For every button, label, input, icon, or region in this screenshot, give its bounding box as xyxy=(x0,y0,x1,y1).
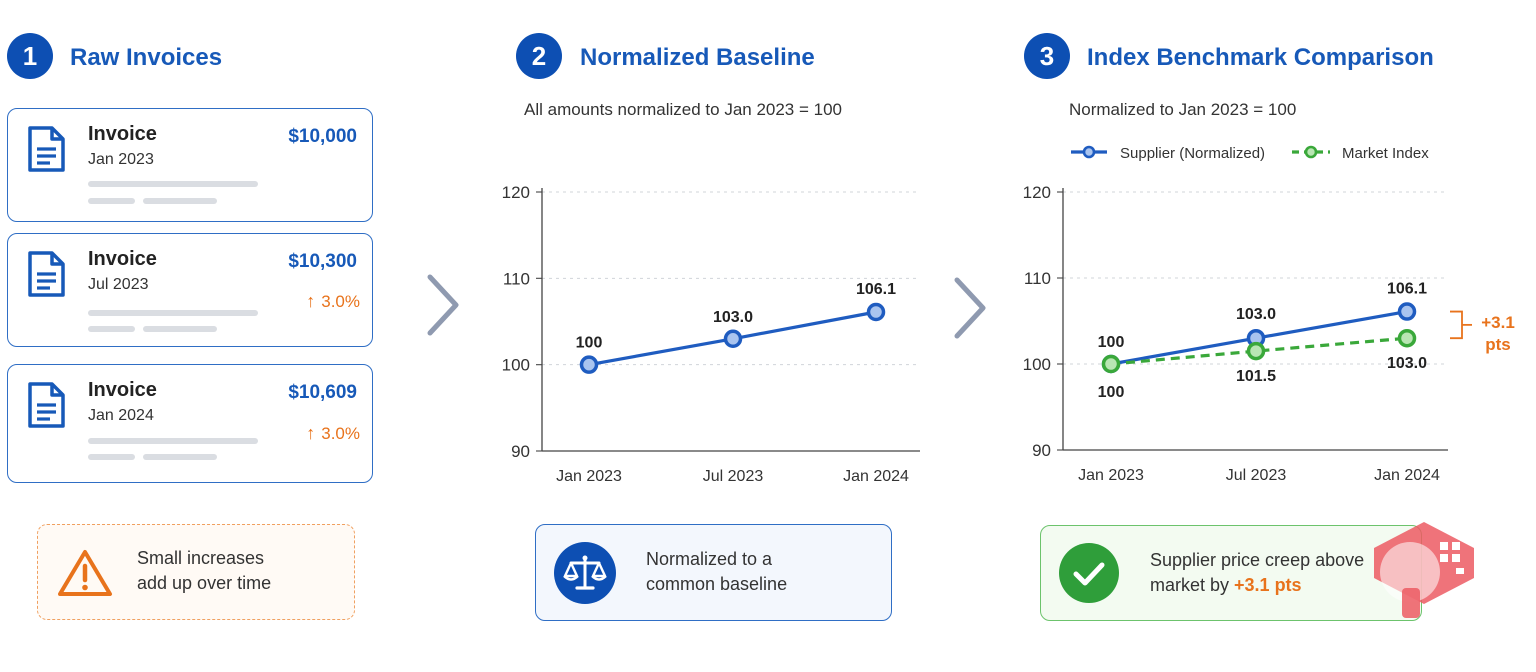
baseline-chart: 90 100 110 120 Jan 2023 Jul 2023 Jan 2024 100 10… xyxy=(502,183,920,485)
increase-value: 3.0% xyxy=(321,424,360,443)
check-circle-icon xyxy=(1059,543,1119,603)
scale-icon xyxy=(554,542,616,604)
document-icon xyxy=(28,251,65,297)
x-tick-label: Jan 2023 xyxy=(556,468,622,485)
y-tick-label: 90 xyxy=(1032,441,1051,460)
increase-badge: ↑ 3.0% xyxy=(306,291,360,312)
step-3-title: Index Benchmark Comparison xyxy=(1087,44,1434,71)
invoice-card-2[interactable]: Invoice Jul 2023 $10,300 ↑ 3.0% xyxy=(7,233,373,347)
placeholder-line xyxy=(143,326,217,332)
data-label: 100 xyxy=(1098,334,1125,351)
document-icon xyxy=(28,382,65,428)
legend-label-supplier: Supplier (Normalized) xyxy=(1120,145,1265,162)
data-point xyxy=(723,329,743,349)
data-point xyxy=(579,355,599,374)
y-tick-label: 120 xyxy=(1023,183,1051,202)
document-icon xyxy=(28,126,65,172)
benchmark-callout-prefix: market by xyxy=(1150,575,1235,595)
benchmark-callout-line: market by +3.1 pts xyxy=(1150,573,1364,598)
benchmark-callout: Supplier price creep above market by +3.… xyxy=(1040,525,1422,621)
data-label: 100 xyxy=(576,335,603,352)
data-label: 103.0 xyxy=(713,309,753,326)
y-tick-label: 110 xyxy=(503,269,530,288)
invoice-amount: $10,609 xyxy=(288,382,357,403)
invoice-amount: $10,300 xyxy=(288,251,357,272)
data-label: 106.1 xyxy=(856,281,896,298)
y-tick-label: 100 xyxy=(502,356,530,375)
invoice-date: Jan 2023 xyxy=(88,151,154,168)
invoice-label: Invoice xyxy=(88,248,157,270)
data-point xyxy=(1397,328,1417,348)
arrow-up-icon: ↑ xyxy=(306,291,316,311)
baseline-callout: Normalized to a common baseline xyxy=(535,524,892,621)
invoice-label: Invoice xyxy=(88,379,157,401)
x-tick-label: Jan 2023 xyxy=(1078,467,1144,484)
step-1-badge: 1 xyxy=(7,33,53,79)
data-point xyxy=(866,302,886,322)
step-1-title: Raw Invoices xyxy=(70,44,223,71)
baseline-callout-text: Normalized to a common baseline xyxy=(646,547,787,597)
arrow-up-icon: ↑ xyxy=(306,423,316,443)
placeholder-line xyxy=(88,198,135,204)
placeholder-line xyxy=(88,438,258,444)
invoice-card-1[interactable]: Invoice Jan 2023 $10,000 xyxy=(7,108,373,222)
placeholder-line xyxy=(88,326,135,332)
legend-marker-market xyxy=(1304,145,1318,159)
data-label: 101.5 xyxy=(1236,368,1276,385)
benchmark-chart: 90 100 110 120 Jan 2023 Jul 2023 Jan 2024 100 10… xyxy=(1023,145,1515,484)
x-tick-label: Jan 2024 xyxy=(843,468,909,485)
x-tick-label: Jul 2023 xyxy=(1226,467,1287,484)
invoice-date: Jul 2023 xyxy=(88,276,149,293)
watermark-badge-icon xyxy=(1374,522,1474,618)
baseline-callout-line: Normalized to a xyxy=(646,549,773,569)
invoice-date: Jan 2024 xyxy=(88,407,154,424)
warning-line: Small increases xyxy=(137,548,265,568)
invoice-card-3[interactable]: Invoice Jan 2024 $10,609 ↑ 3.0% xyxy=(7,364,373,483)
legend-label-market: Market Index xyxy=(1342,145,1429,162)
y-tick-label: 120 xyxy=(502,183,530,202)
benchmark-callout-text: Supplier price creep above market by +3.… xyxy=(1150,548,1364,598)
data-label: 100 xyxy=(1098,384,1125,401)
data-label: 106.1 xyxy=(1387,281,1427,298)
x-tick-label: Jul 2023 xyxy=(703,468,764,485)
legend-marker-supplier xyxy=(1082,145,1096,159)
step-3-badge: 3 xyxy=(1024,33,1070,79)
data-label: 103.0 xyxy=(1236,306,1276,323)
placeholder-line xyxy=(88,181,258,187)
warning-icon xyxy=(58,550,112,596)
y-tick-label: 90 xyxy=(511,442,530,461)
y-tick-label: 110 xyxy=(1024,269,1051,288)
step-2-badge: 2 xyxy=(516,33,562,79)
chevron-right-icon xyxy=(954,277,986,339)
data-point xyxy=(1397,302,1417,321)
warning-line: add up over time xyxy=(137,573,272,593)
warning-callout: Small increases add up over time xyxy=(37,524,355,620)
gap-annotation: +3.1 xyxy=(1481,313,1515,332)
series-line xyxy=(1110,336,1408,366)
benchmark-callout-highlight: +3.1 pts xyxy=(1234,575,1302,595)
invoice-label: Invoice xyxy=(88,123,157,145)
placeholder-line xyxy=(143,454,217,460)
data-point xyxy=(1101,354,1121,374)
data-label: 103.0 xyxy=(1387,355,1427,372)
increase-badge: ↑ 3.0% xyxy=(306,423,360,444)
warning-text: Small increases add up over time xyxy=(137,546,271,596)
benchmark-callout-line: Supplier price creep above xyxy=(1150,550,1365,570)
benchmark-subtitle: Normalized to Jan 2023 = 100 xyxy=(1069,100,1297,119)
gap-annotation: pts xyxy=(1485,335,1511,354)
placeholder-line xyxy=(88,454,135,460)
placeholder-line xyxy=(88,310,258,316)
x-tick-label: Jan 2024 xyxy=(1374,467,1440,484)
chevron-right-icon xyxy=(427,274,459,336)
invoice-amount: $10,000 xyxy=(288,126,357,147)
increase-value: 3.0% xyxy=(321,292,360,311)
gap-bracket xyxy=(1450,310,1463,340)
placeholder-line xyxy=(143,198,217,204)
data-point xyxy=(1246,341,1266,361)
baseline-subtitle: All amounts normalized to Jan 2023 = 100 xyxy=(524,100,843,119)
baseline-callout-line: common baseline xyxy=(646,574,788,594)
y-tick-label: 100 xyxy=(1023,355,1051,374)
step-2-title: Normalized Baseline xyxy=(580,44,815,71)
